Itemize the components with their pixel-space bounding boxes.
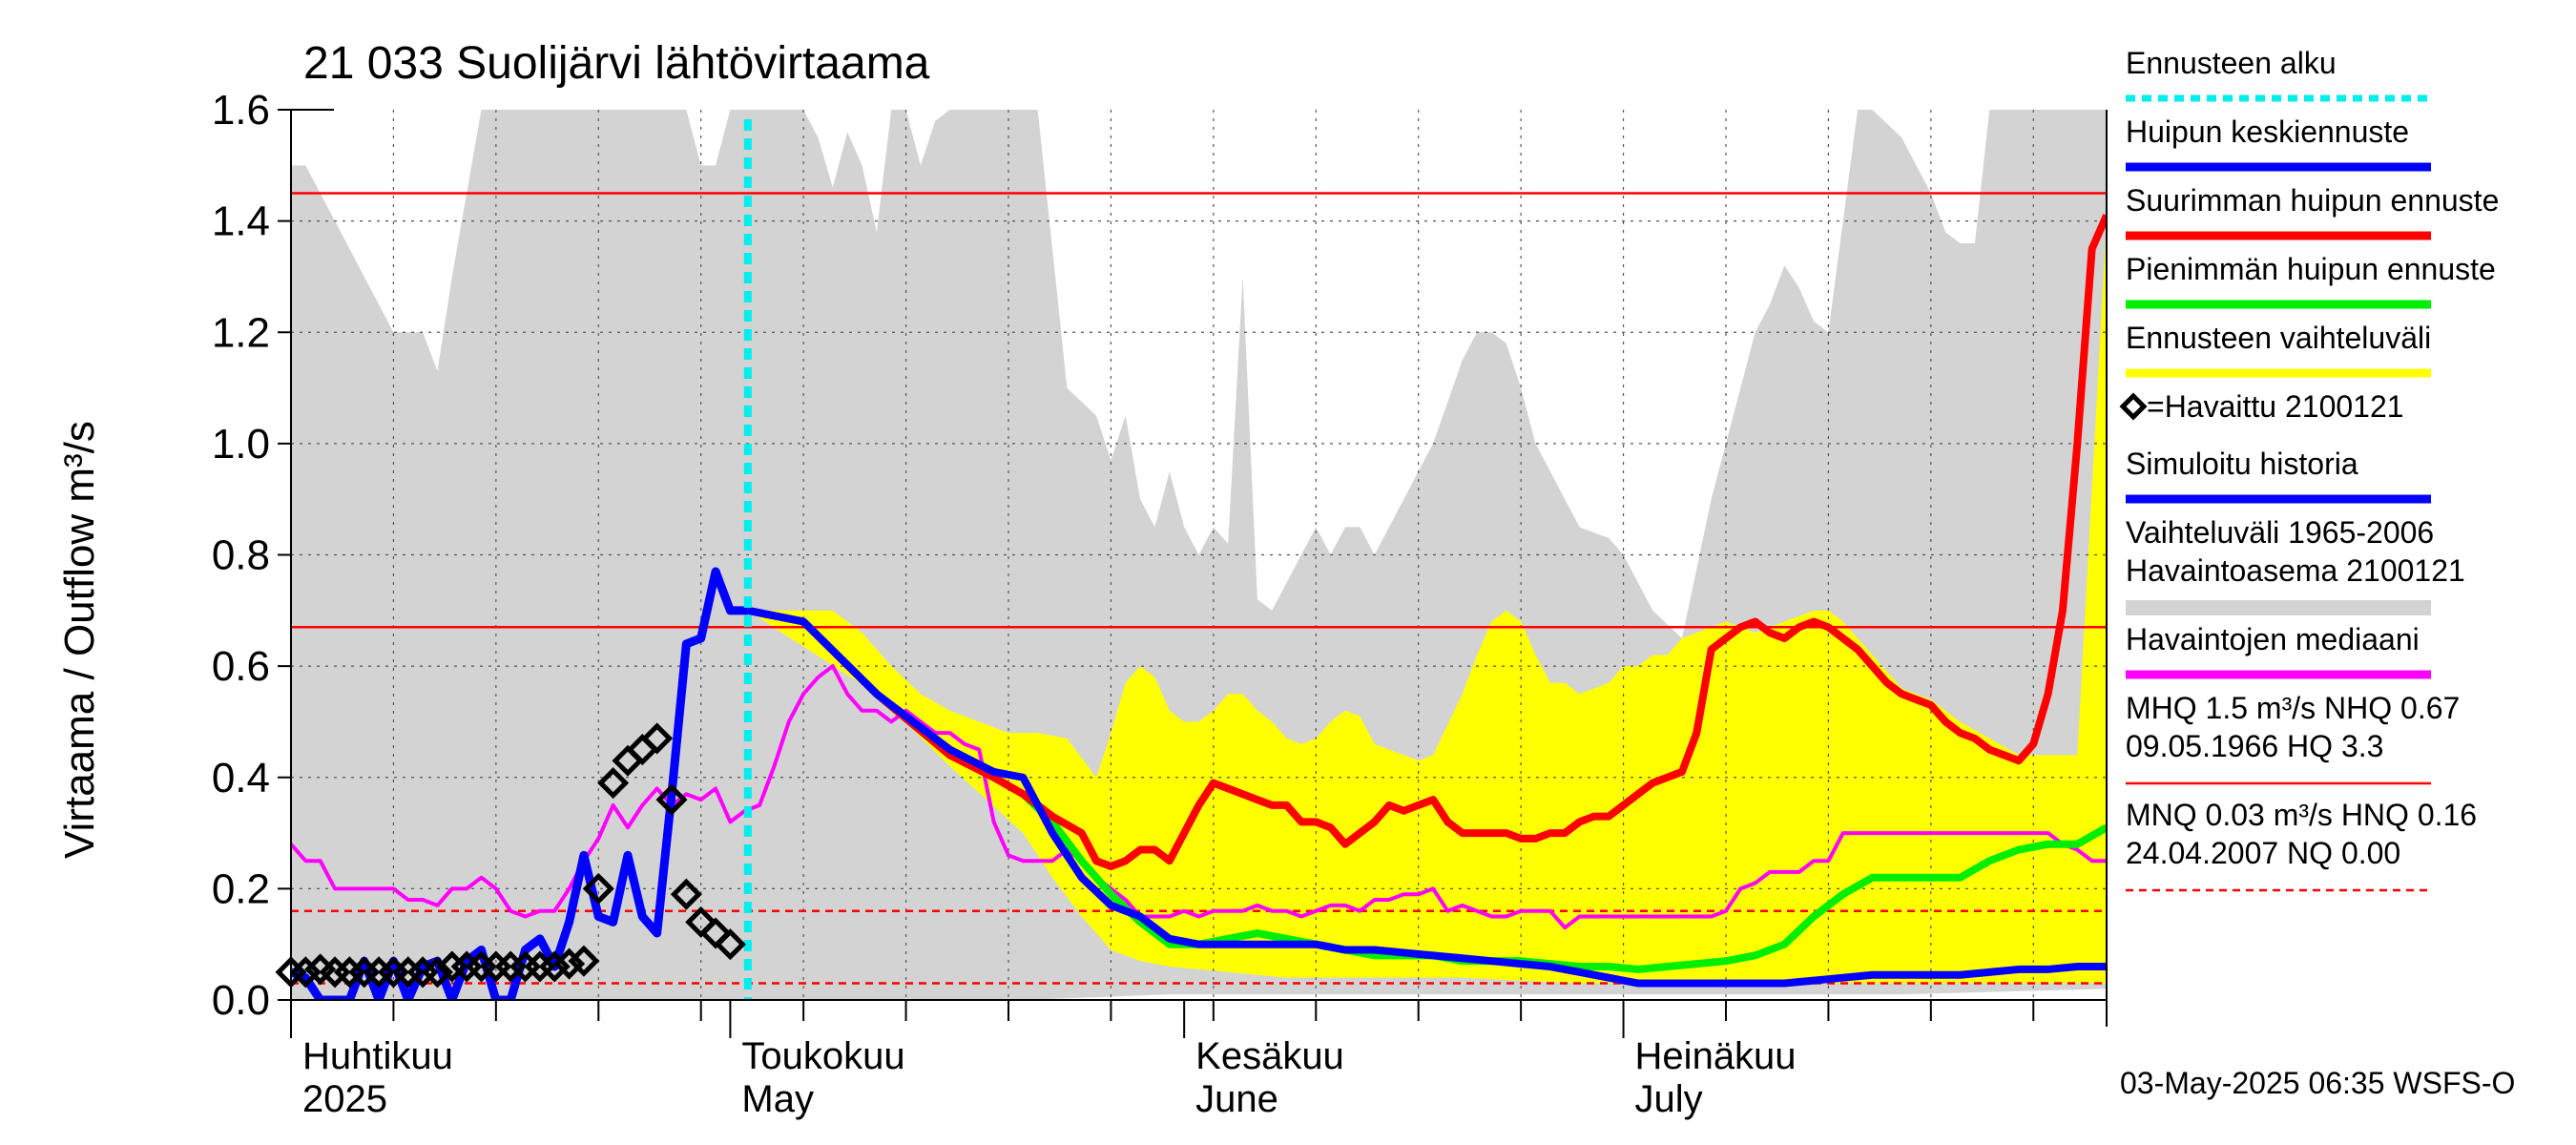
y-tick-label: 0.2 [212,865,270,912]
x-month-label: Toukokuu [741,1035,904,1077]
legend-label: =Havaittu 2100121 [2147,389,2404,424]
observed-marker [685,906,717,938]
legend-marker [2119,392,2148,421]
y-tick-label: 1.4 [212,198,270,245]
y-tick-label: 0.0 [212,977,270,1024]
x-month-sublabel: June [1195,1078,1278,1120]
y-tick-label: 0.6 [212,643,270,690]
forecast-range-band [747,220,2107,984]
observed-marker [421,956,454,989]
legend-sublabel: 24.04.2007 NQ 0.00 [2126,836,2400,870]
x-month-sublabel: July [1635,1078,1703,1120]
y-tick-label: 0.4 [212,755,270,802]
legend-label: Pienimmän huipun ennuste [2126,252,2496,286]
x-month-label: Kesäkuu [1195,1035,1344,1077]
footer-timestamp: 03-May-2025 06:35 WSFS-O [2120,1066,2515,1100]
mean-peak-forecast-line [747,606,2107,988]
legend-label: Suurimman huipun ennuste [2126,183,2499,218]
observed-marker [670,878,702,910]
y-axis-label: Virtaama / Outflow m³/s [56,421,103,859]
observed-marker [714,928,746,961]
observed-marker [597,767,630,800]
observed-marker [289,956,322,989]
y-tick-label: 1.0 [212,421,270,468]
observed-marker [553,947,586,980]
observed-marker [699,917,732,949]
legend-label: Havaintojen mediaani [2126,622,2420,656]
observed-marker [641,722,674,755]
x-month-sublabel: 2025 [302,1078,387,1120]
legend-sublabel: 09.05.1966 HQ 3.3 [2126,729,2383,763]
legend-label: Vaihteluväli 1965-2006 [2126,515,2434,550]
observed-marker [582,872,614,905]
legend-label: Simuloitu historia [2126,447,2358,481]
legend-label: Huipun keskiennuste [2126,114,2409,149]
chart-title: 21 033 Suolijärvi lähtövirtaama [303,38,930,89]
x-month-sublabel: May [741,1078,814,1120]
x-month-label: Huhtikuu [302,1035,453,1077]
y-tick-label: 1.6 [212,87,270,134]
legend-sublabel: Havaintoasema 2100121 [2126,553,2465,588]
legend-label: MHQ 1.5 m³/s NHQ 0.67 [2126,691,2460,725]
y-tick-label: 1.2 [212,309,270,356]
observed-marker [568,945,600,977]
median-line [291,664,2107,930]
legend-label: Ennusteen alku [2126,46,2337,80]
observed-marker [538,950,571,983]
legend-label: MNQ 0.03 m³/s HNQ 0.16 [2126,798,2477,832]
y-tick-label: 0.8 [212,532,270,579]
legend-label: Ennusteen vaihteluväli [2126,321,2431,355]
max-peak-forecast-line [747,214,2107,871]
observed-marker [655,783,688,816]
x-month-label: Heinäkuu [1635,1035,1797,1077]
